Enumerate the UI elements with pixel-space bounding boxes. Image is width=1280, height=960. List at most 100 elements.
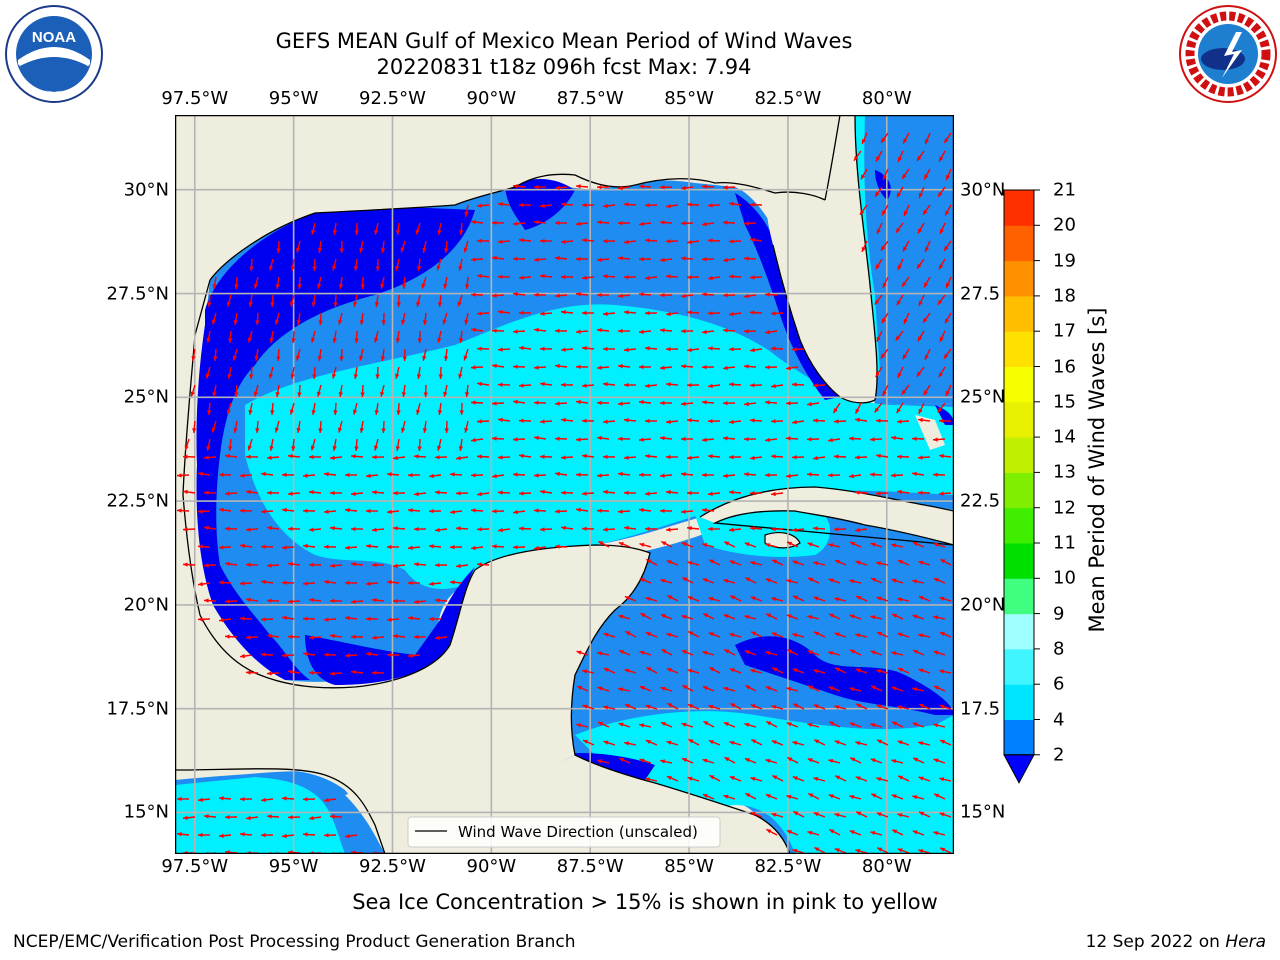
- wind-arrow-head: [444, 428, 449, 433]
- wind-arrow-head: [333, 302, 338, 307]
- wind-arrow-head: [856, 595, 862, 600]
- wind-arrow-head: [435, 635, 440, 640]
- wind-arrow-head: [555, 509, 560, 514]
- wind-arrow-head: [639, 364, 644, 370]
- wind-arrow-head: [939, 632, 945, 637]
- wind-arrow-head: [639, 507, 644, 513]
- wind-arrow-head: [702, 650, 708, 656]
- wind-arrow-head: [267, 671, 272, 676]
- wind-arrow-head: [772, 559, 778, 564]
- wind-arrow-head: [443, 391, 448, 397]
- wind-arrow-head: [240, 543, 245, 549]
- wind-arrow-head: [380, 391, 385, 397]
- wind-arrow-head: [374, 229, 379, 235]
- wind-arrow-head: [897, 192, 902, 198]
- wind-arrow-head: [939, 336, 944, 342]
- wind-arrow-head: [771, 740, 777, 745]
- wind-arrow-head: [442, 319, 447, 325]
- wind-arrow-head: [582, 526, 587, 531]
- wind-arrow-head: [902, 173, 907, 179]
- wind-arrow-head: [477, 419, 482, 424]
- wind-arrow-head: [372, 635, 377, 640]
- wind-arrow-head: [303, 581, 308, 586]
- wind-arrow-head: [395, 230, 401, 235]
- wind-arrow-head: [745, 685, 751, 690]
- wind-arrow-head: [458, 446, 464, 451]
- wind-arrow-head: [177, 508, 182, 513]
- wind-arrow-head: [918, 560, 924, 565]
- wind-arrow-head: [792, 419, 797, 425]
- wind-arrow-head: [374, 302, 380, 307]
- wind-arrow-head: [661, 649, 667, 654]
- colorbar-tick-label: 15: [1053, 391, 1076, 413]
- wind-arrow-head: [709, 559, 715, 564]
- wind-arrow-head: [876, 596, 882, 601]
- wind-arrow-head: [792, 527, 797, 533]
- wind-arrow-head: [639, 437, 644, 442]
- wind-arrow-head: [702, 329, 707, 335]
- wind-arrow-head: [477, 203, 482, 208]
- wind-arrow-head: [457, 301, 462, 307]
- wind-arrow-head: [282, 615, 287, 621]
- wind-arrow-head: [744, 293, 749, 299]
- wind-arrow-head: [687, 239, 692, 245]
- x-tick-label-top: 97.5°W: [161, 88, 229, 109]
- wind-arrow-head: [555, 328, 560, 334]
- wind-arrow-head: [276, 356, 281, 361]
- wind-arrow-head: [309, 670, 314, 675]
- wind-arrow-head: [576, 437, 581, 442]
- wind-arrow-head: [303, 651, 308, 657]
- wind-arrow-head: [261, 832, 266, 838]
- wind-arrow-head: [624, 347, 629, 352]
- wind-arrow-head: [282, 507, 287, 513]
- wind-arrow-head: [772, 667, 778, 672]
- wind-arrow-head: [225, 491, 230, 496]
- wind-arrow-head: [687, 668, 693, 674]
- wind-arrow-head: [624, 202, 629, 207]
- wind-arrow-head: [183, 815, 188, 820]
- wind-arrow-head: [666, 527, 671, 532]
- wind-arrow-head: [387, 580, 392, 585]
- wind-arrow-head: [828, 437, 833, 443]
- wind-arrow-head: [253, 283, 259, 289]
- wind-arrow-head: [729, 776, 735, 781]
- wind-arrow-head: [597, 328, 602, 333]
- wind-arrow-head: [828, 686, 834, 691]
- wind-arrow-head: [437, 410, 443, 415]
- wind-arrow-head: [576, 364, 581, 370]
- wind-arrow-head: [660, 185, 665, 190]
- wind-arrow-head: [855, 776, 861, 781]
- wind-arrow-head: [459, 410, 464, 415]
- wind-arrow-head: [807, 650, 813, 655]
- wind-arrow-head: [933, 437, 938, 442]
- wind-arrow-head: [513, 472, 518, 477]
- wind-arrow-head: [204, 814, 209, 819]
- wind-arrow-head: [639, 578, 645, 583]
- wind-arrow-head: [771, 383, 776, 389]
- wind-arrow-head: [729, 274, 734, 279]
- wind-arrow-head: [855, 417, 860, 423]
- colorbar-segment: [1004, 366, 1034, 403]
- wind-arrow-head: [918, 633, 924, 638]
- wind-arrow-head: [793, 703, 799, 708]
- wind-arrow-head: [192, 428, 197, 433]
- wind-arrow-head: [395, 338, 401, 343]
- wind-arrow-head: [513, 545, 518, 550]
- wind-arrow-head: [324, 652, 329, 657]
- wind-arrow-head: [387, 509, 392, 514]
- x-tick-label-top: 90°W: [466, 88, 517, 109]
- colorbar-tick-label: 21: [1053, 179, 1076, 201]
- wind-arrow-head: [416, 374, 422, 379]
- wind-arrow-head: [339, 248, 344, 253]
- wind-arrow-head: [702, 292, 707, 297]
- wind-arrow-head: [828, 651, 834, 656]
- wind-arrow-head: [233, 320, 238, 325]
- y-tick-label-left: 17.5°N: [106, 698, 169, 720]
- wind-arrow-head: [723, 686, 729, 692]
- wind-arrow-head: [288, 599, 293, 604]
- wind-arrow-head: [492, 293, 497, 298]
- wind-arrow-head: [219, 617, 224, 623]
- wind-arrow-head: [561, 525, 566, 531]
- colorbar-segment: [1004, 401, 1034, 438]
- wind-arrow-head: [207, 302, 212, 307]
